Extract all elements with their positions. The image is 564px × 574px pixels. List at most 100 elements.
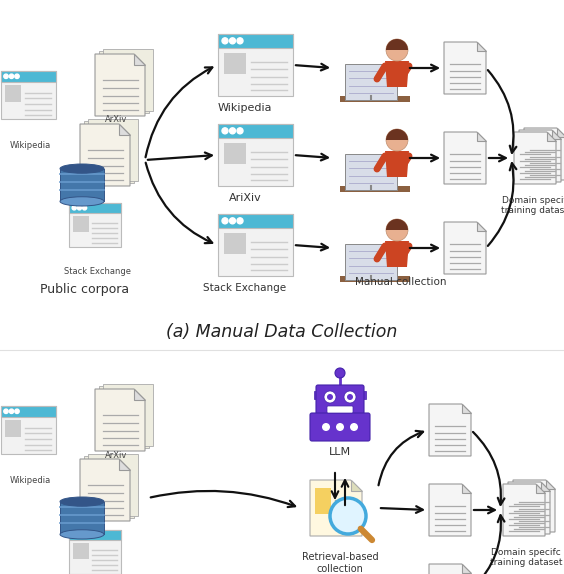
Polygon shape xyxy=(385,151,409,177)
Polygon shape xyxy=(60,169,104,201)
Bar xyxy=(1,406,55,454)
Polygon shape xyxy=(385,61,409,87)
Bar xyxy=(73,543,89,559)
Circle shape xyxy=(72,205,76,210)
Bar xyxy=(345,154,397,190)
Polygon shape xyxy=(385,241,409,267)
Bar xyxy=(218,34,293,48)
Circle shape xyxy=(386,129,408,151)
Circle shape xyxy=(237,218,243,224)
Ellipse shape xyxy=(60,164,104,173)
Bar xyxy=(345,64,397,100)
Polygon shape xyxy=(444,42,486,94)
Wedge shape xyxy=(386,39,408,50)
Polygon shape xyxy=(60,502,104,534)
Circle shape xyxy=(4,409,8,413)
Polygon shape xyxy=(95,389,145,451)
Polygon shape xyxy=(519,130,561,182)
Circle shape xyxy=(77,205,81,210)
Bar xyxy=(218,124,293,138)
Bar xyxy=(218,34,293,96)
Text: Wikipedia: Wikipedia xyxy=(10,141,51,150)
Polygon shape xyxy=(80,124,130,186)
Bar xyxy=(223,142,246,164)
Bar xyxy=(314,391,318,399)
Wedge shape xyxy=(386,129,408,140)
Text: Wikipedia: Wikipedia xyxy=(10,476,51,485)
Bar xyxy=(315,488,331,514)
Wedge shape xyxy=(386,219,408,230)
Circle shape xyxy=(237,128,243,134)
FancyBboxPatch shape xyxy=(316,385,364,417)
Bar xyxy=(218,124,293,186)
Bar xyxy=(362,391,366,399)
Polygon shape xyxy=(119,124,130,135)
Circle shape xyxy=(72,533,76,537)
Polygon shape xyxy=(84,121,134,183)
Bar xyxy=(73,216,89,231)
Bar xyxy=(345,244,397,280)
Polygon shape xyxy=(84,456,134,518)
Polygon shape xyxy=(462,564,471,573)
Bar xyxy=(218,214,293,228)
Polygon shape xyxy=(429,404,471,456)
Polygon shape xyxy=(80,459,130,521)
Text: (a) Manual Data Collection: (a) Manual Data Collection xyxy=(166,323,398,341)
Circle shape xyxy=(230,128,236,134)
Polygon shape xyxy=(134,389,145,400)
Text: LLM: LLM xyxy=(329,447,351,457)
Circle shape xyxy=(322,423,330,431)
Bar xyxy=(69,530,121,540)
Bar xyxy=(1,406,55,417)
Polygon shape xyxy=(103,49,153,111)
Polygon shape xyxy=(88,119,138,181)
Bar xyxy=(5,420,21,437)
Text: Stack Exchange: Stack Exchange xyxy=(204,283,287,293)
Polygon shape xyxy=(429,564,471,574)
Circle shape xyxy=(222,218,228,224)
Polygon shape xyxy=(541,482,550,491)
Bar xyxy=(223,232,246,254)
Circle shape xyxy=(230,218,236,224)
Bar xyxy=(1,71,55,82)
Polygon shape xyxy=(513,480,555,532)
Circle shape xyxy=(336,423,344,431)
Circle shape xyxy=(335,368,345,378)
Polygon shape xyxy=(351,480,362,491)
Text: Retrieval-based
collection: Retrieval-based collection xyxy=(302,552,378,573)
Bar xyxy=(1,71,55,119)
Bar xyxy=(5,86,21,102)
Circle shape xyxy=(82,205,87,210)
Ellipse shape xyxy=(60,197,104,206)
Circle shape xyxy=(237,38,243,44)
Text: Manual collection: Manual collection xyxy=(355,277,447,287)
Text: Domain specifc
training dataset: Domain specifc training dataset xyxy=(490,548,562,568)
FancyBboxPatch shape xyxy=(327,406,353,413)
Polygon shape xyxy=(546,480,555,489)
Circle shape xyxy=(386,39,408,61)
Circle shape xyxy=(15,409,19,413)
Text: Public corpora: Public corpora xyxy=(41,283,130,296)
Polygon shape xyxy=(99,51,149,113)
FancyBboxPatch shape xyxy=(310,413,370,441)
Polygon shape xyxy=(103,384,153,446)
Text: AriXiv: AriXiv xyxy=(228,193,261,203)
Polygon shape xyxy=(444,132,486,184)
Ellipse shape xyxy=(60,497,104,506)
Circle shape xyxy=(350,423,358,431)
Polygon shape xyxy=(477,42,486,51)
Bar xyxy=(340,186,410,192)
Text: Wikipedia: Wikipedia xyxy=(218,103,272,113)
Circle shape xyxy=(347,394,353,400)
Bar xyxy=(340,96,410,102)
Circle shape xyxy=(77,533,81,537)
Polygon shape xyxy=(310,480,362,536)
Bar xyxy=(218,214,293,276)
Circle shape xyxy=(222,38,228,44)
Polygon shape xyxy=(547,132,556,141)
Polygon shape xyxy=(462,404,471,413)
Polygon shape xyxy=(477,222,486,231)
Polygon shape xyxy=(557,128,564,137)
Circle shape xyxy=(386,219,408,241)
Polygon shape xyxy=(88,454,138,516)
